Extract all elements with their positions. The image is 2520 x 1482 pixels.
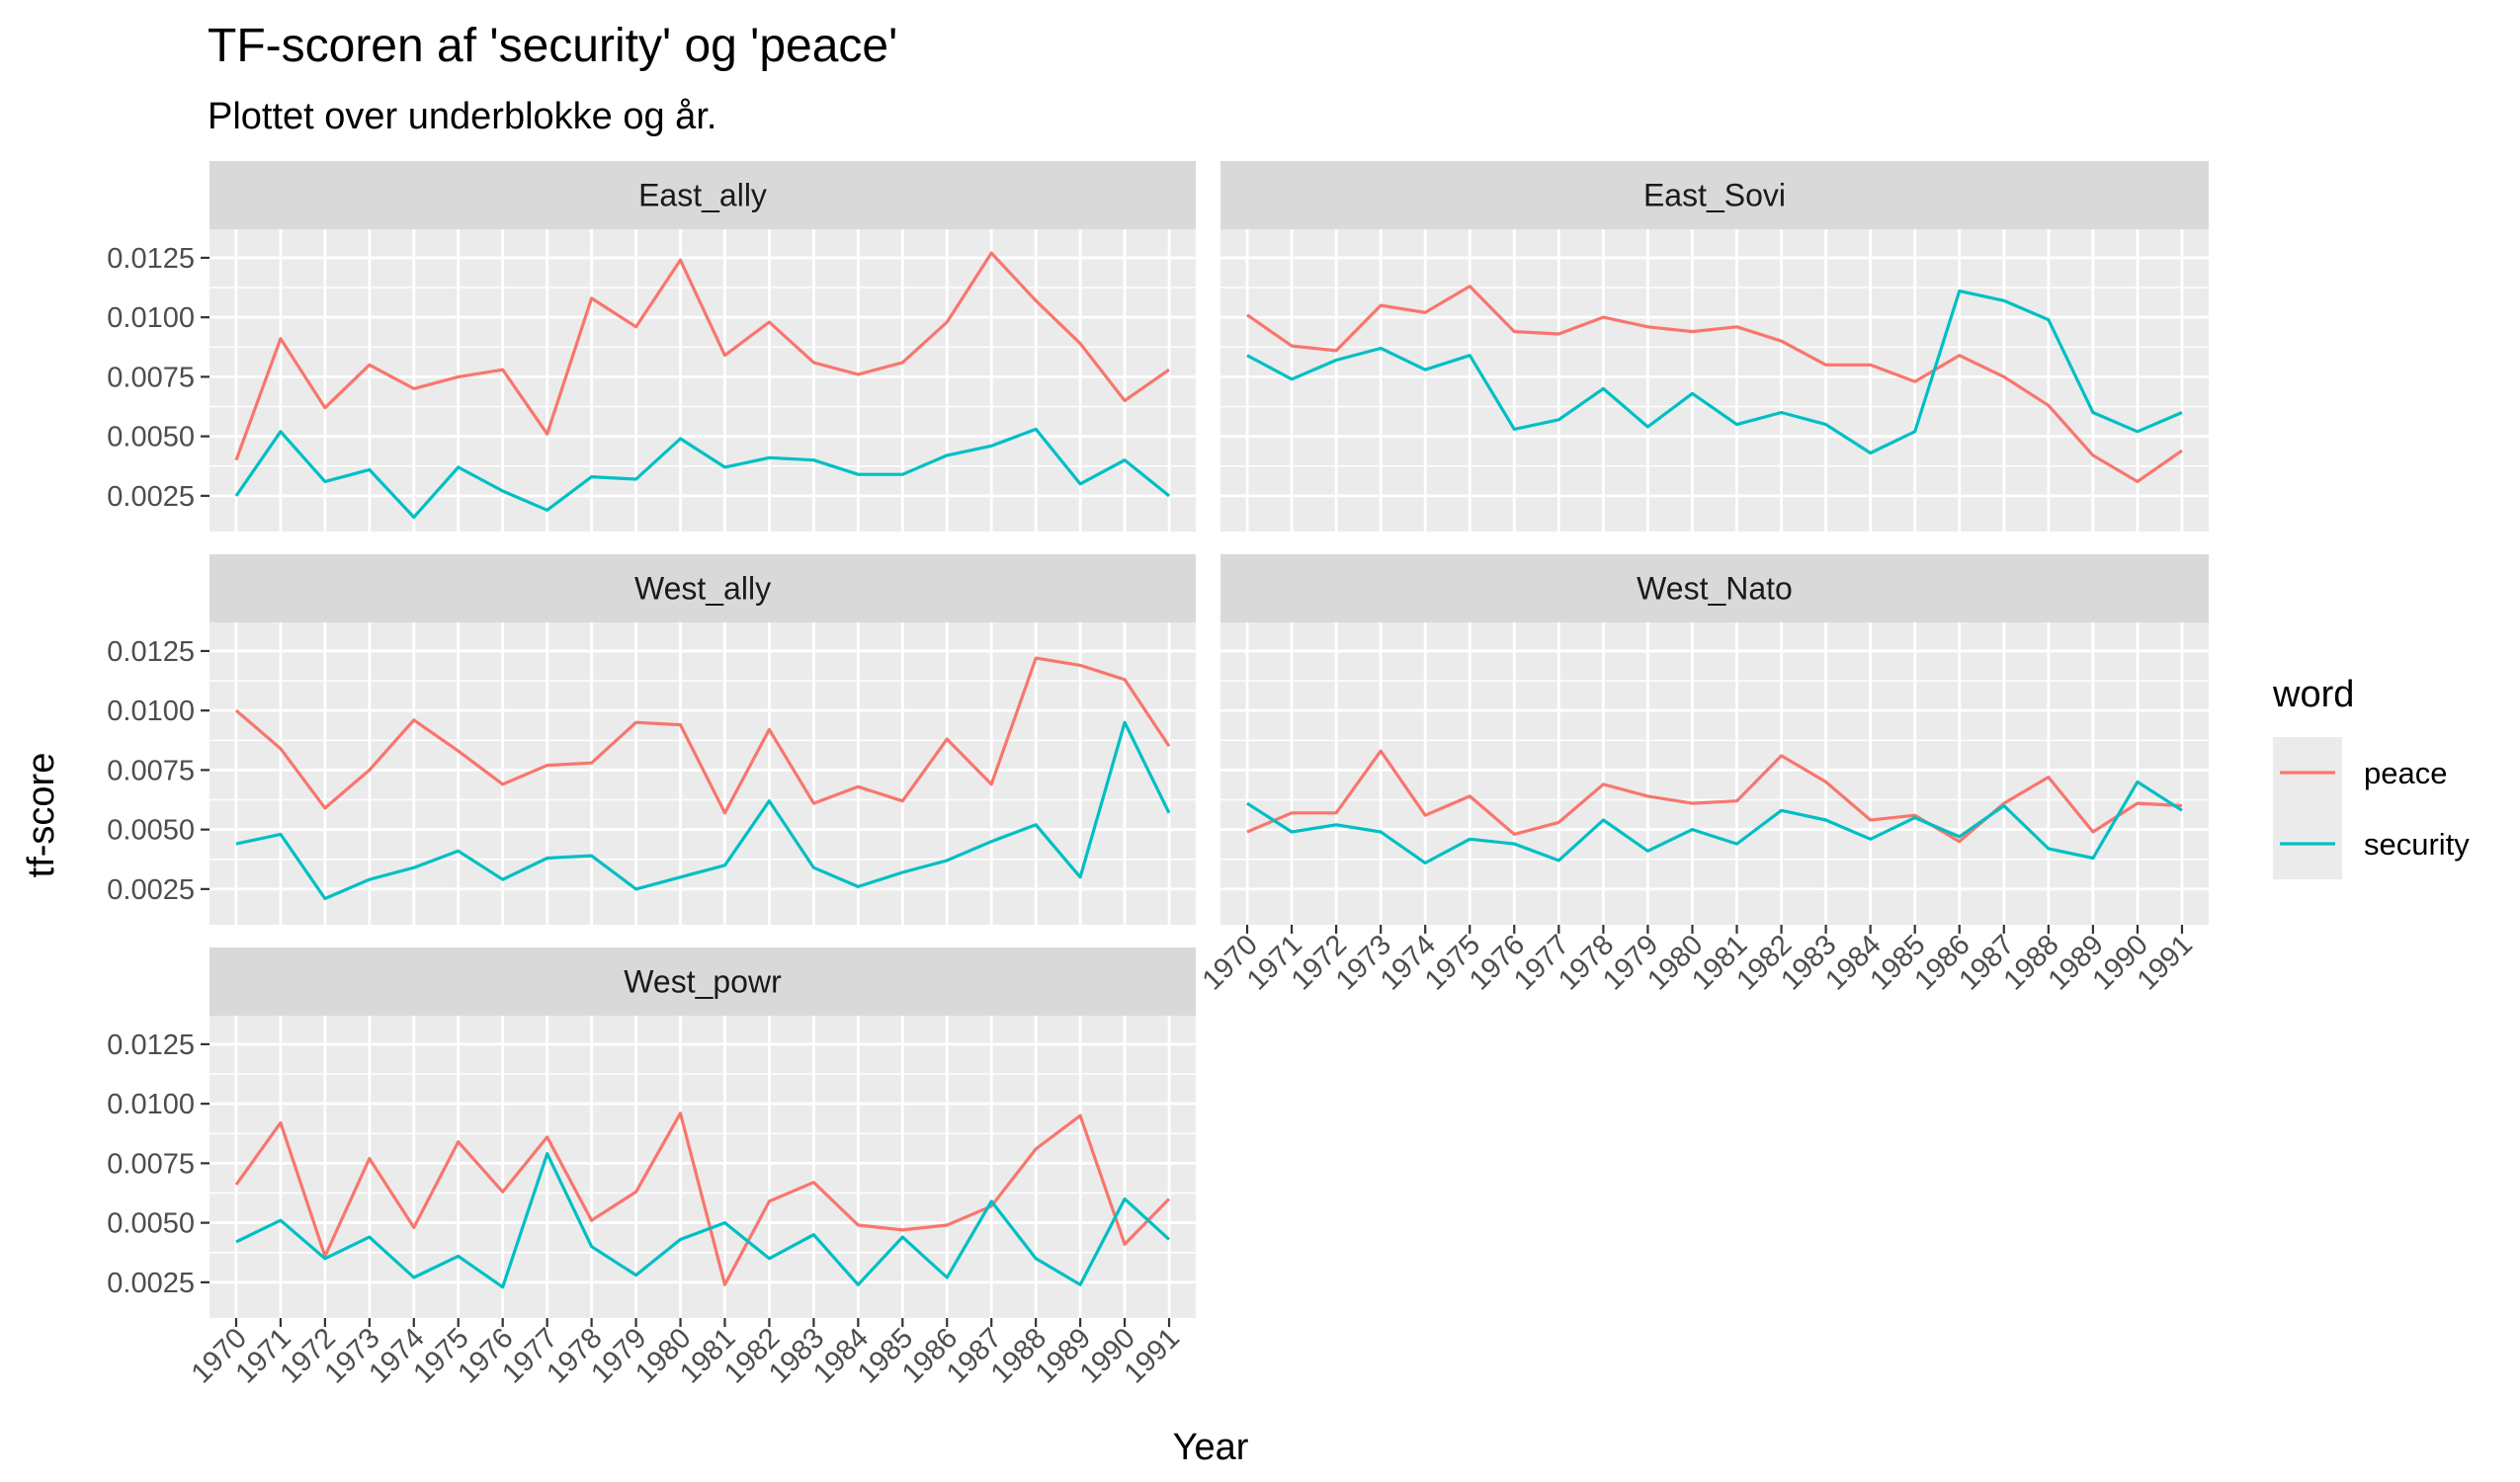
facet-strip [1220, 554, 2209, 622]
y-tick-label: 0.0075 [107, 362, 195, 393]
y-tick-label: 0.0050 [107, 815, 195, 847]
series-line-peace [234, 1112, 1171, 1286]
y-tick-label: 0.0025 [107, 874, 195, 906]
series-line-peace [1246, 749, 2183, 844]
y-tick-label: 0.0125 [107, 243, 195, 275]
panel-West_ally: West_ally 0.0025 0.0050 0.0075 0.0100 0.0125 [107, 554, 1196, 925]
panel-West_powr: West_powr0.00250.00500.00750.01000.01251… [107, 947, 1196, 1390]
series-line-peace [234, 251, 1170, 461]
panel-background [1220, 229, 2209, 532]
chart-title: TF-scoren af 'security' og 'peace' [208, 20, 897, 72]
grid-lines [210, 229, 1196, 532]
panel-East_Sovi: East_Sovi [1220, 161, 2209, 532]
series-line-security [235, 720, 1171, 901]
grid-lines [1220, 229, 2209, 532]
series-line-peace [1246, 285, 2183, 483]
panels: East_ally0.00250.00500.00750.01000.0125E… [107, 161, 2209, 1390]
panel-West_Nato: West_Nato1970197119721973197419751976197… [1197, 554, 2209, 997]
legend-label: security [2364, 827, 2470, 862]
y-tick-label: 0.0025 [107, 1268, 195, 1299]
panel-East_ally: East_ally 0.0025 0.0050 0.0075 0.0100 0.0125 [107, 161, 1196, 532]
y-tick-label: 0.0050 [107, 1208, 195, 1240]
series-line-peace [234, 656, 1171, 815]
y-tick-label: 0.0100 [107, 302, 195, 334]
series-line-security [1246, 780, 2183, 865]
facet-strip [210, 554, 1196, 622]
legend: word peace security [2272, 674, 2470, 879]
legend-entry-security: security [2273, 808, 2470, 879]
y-axis-title: tf-score [21, 753, 62, 878]
legend-label: peace [2364, 756, 2447, 790]
chart-subtitle: Plottet over underblokke og år. [208, 96, 716, 137]
y-tick-label: 0.0075 [107, 1148, 195, 1180]
legend-entry-peace: peace [2273, 737, 2447, 808]
panel-background [210, 229, 1196, 532]
facet-strip [1220, 161, 2209, 229]
y-tick-label: 0.0075 [107, 755, 195, 786]
y-tick-label: 0.0125 [107, 636, 195, 668]
grid-lines [210, 622, 1196, 925]
series-line-security [234, 427, 1171, 520]
facet-label: West_ally [634, 571, 771, 607]
facet-label: West_powr [624, 964, 782, 1000]
facet-label: East_Sovi [1643, 178, 1786, 213]
y-tick-label: 0.0125 [107, 1029, 195, 1061]
grid-lines [1220, 622, 2209, 925]
series-line-security [1246, 289, 2183, 455]
facet-strip [210, 947, 1196, 1016]
y-tick-label: 0.0100 [107, 696, 195, 727]
panel-background [210, 622, 1196, 925]
y-tick-label: 0.0100 [107, 1089, 195, 1120]
legend-title: word [2272, 674, 2354, 715]
series-line-security [235, 1152, 1171, 1289]
y-tick-label: 0.0025 [107, 481, 195, 513]
panel-background [210, 1016, 1196, 1318]
x-axis-title: Year [1173, 1427, 1249, 1468]
facet-label: West_Nato [1637, 571, 1793, 607]
panel-background [1220, 622, 2209, 925]
facet-label: East_ally [638, 178, 767, 213]
facet-strip [210, 161, 1196, 229]
legend-entries: peace security [2273, 737, 2470, 879]
y-tick-label: 0.0050 [107, 422, 195, 453]
